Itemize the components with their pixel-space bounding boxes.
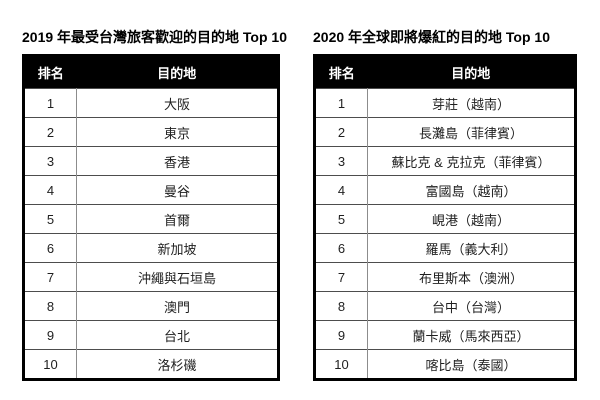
rank-cell: 8 [23, 291, 77, 321]
destination-cell: 芽莊（越南） [367, 88, 576, 118]
destination-cell: 喀比島（泰國） [367, 349, 576, 380]
table-title-2020: 2020 年全球即將爆紅的目的地 Top 10 [313, 29, 551, 45]
table-row: 4 富國島（越南） [314, 175, 576, 205]
rank-cell: 1 [23, 88, 77, 118]
col-header-destination: 目的地 [76, 55, 279, 89]
rank-cell: 7 [23, 262, 77, 292]
table-row: 4 曼谷 [23, 175, 279, 205]
rank-cell: 1 [314, 88, 368, 118]
table-block-2019: 2019 年最受台灣旅客歡迎的目的地 Top 10 排名 目的地 1 大阪 2 東京… [22, 28, 288, 381]
table-row: 2 長灘島（菲律賓） [314, 117, 576, 147]
rank-cell: 6 [314, 233, 368, 263]
rank-cell: 9 [23, 320, 77, 350]
rank-cell: 5 [23, 204, 77, 234]
rank-cell: 6 [23, 233, 77, 263]
destination-cell: 大阪 [76, 88, 279, 118]
table-row: 1 芽莊（越南） [314, 88, 576, 118]
table-row: 6 新加坡 [23, 233, 279, 263]
destination-cell: 香港 [76, 146, 279, 176]
destination-cell: 首爾 [76, 204, 279, 234]
header-row: 排名 目的地 [23, 55, 279, 89]
rank-cell: 3 [314, 146, 368, 176]
ranking-table-2019: 排名 目的地 1 大阪 2 東京 3 香港 4 曼谷 5 首爾 6 新加坡 7 沖繩與石垣島 … [22, 54, 280, 381]
destination-cell: 長灘島（菲律賓） [367, 117, 576, 147]
rank-cell: 10 [314, 349, 368, 380]
destination-cell: 富國島（越南） [367, 175, 576, 205]
rank-cell: 5 [314, 204, 368, 234]
table-row: 3 蘇比克 & 克拉克（菲律賓） [314, 146, 576, 176]
destination-cell: 布里斯本（澳洲） [367, 262, 576, 292]
destination-cell: 新加坡 [76, 233, 279, 263]
destination-cell: 澳門 [76, 291, 279, 321]
rank-cell: 8 [314, 291, 368, 321]
table-row: 5 峴港（越南） [314, 204, 576, 234]
table-block-2020: 2020 年全球即將爆紅的目的地 Top 10 排名 目的地 1 芽莊（越南） 2… [313, 28, 577, 381]
rank-cell: 3 [23, 146, 77, 176]
table-row: 7 沖繩與石垣島 [23, 262, 279, 292]
destination-cell: 蘇比克 & 克拉克（菲律賓） [367, 146, 576, 176]
destination-cell: 台北 [76, 320, 279, 350]
table-row: 2 東京 [23, 117, 279, 147]
header-row: 排名 目的地 [314, 55, 576, 89]
table-row: 10 洛杉磯 [23, 349, 279, 380]
destination-cell: 台中（台灣） [367, 291, 576, 321]
ranking-table-2020: 排名 目的地 1 芽莊（越南） 2 長灘島（菲律賓） 3 蘇比克 & 克拉克（菲律賓）… [313, 54, 577, 381]
table-row: 8 台中（台灣） [314, 291, 576, 321]
rank-cell: 4 [23, 175, 77, 205]
table-row: 9 蘭卡威（馬來西亞） [314, 320, 576, 350]
destination-cell: 羅馬（義大利） [367, 233, 576, 263]
table-row: 8 澳門 [23, 291, 279, 321]
destination-cell: 沖繩與石垣島 [76, 262, 279, 292]
table-row: 5 首爾 [23, 204, 279, 234]
rank-cell: 7 [314, 262, 368, 292]
destination-cell: 峴港（越南） [367, 204, 576, 234]
rank-cell: 4 [314, 175, 368, 205]
rank-cell: 10 [23, 349, 77, 380]
rank-cell: 9 [314, 320, 368, 350]
table-title-2019: 2019 年最受台灣旅客歡迎的目的地 Top 10 [22, 29, 288, 45]
destination-cell: 東京 [76, 117, 279, 147]
table-row: 9 台北 [23, 320, 279, 350]
table-row: 10 喀比島（泰國） [314, 349, 576, 380]
table-row: 7 布里斯本（澳洲） [314, 262, 576, 292]
table-row: 6 羅馬（義大利） [314, 233, 576, 263]
table-row: 1 大阪 [23, 88, 279, 118]
col-header-rank: 排名 [23, 55, 77, 89]
table-row: 3 香港 [23, 146, 279, 176]
destination-cell: 蘭卡威（馬來西亞） [367, 320, 576, 350]
col-header-rank: 排名 [314, 55, 368, 89]
col-header-destination: 目的地 [367, 55, 576, 89]
destination-cell: 洛杉磯 [76, 349, 279, 380]
rank-cell: 2 [23, 117, 77, 147]
destination-cell: 曼谷 [76, 175, 279, 205]
rank-cell: 2 [314, 117, 368, 147]
